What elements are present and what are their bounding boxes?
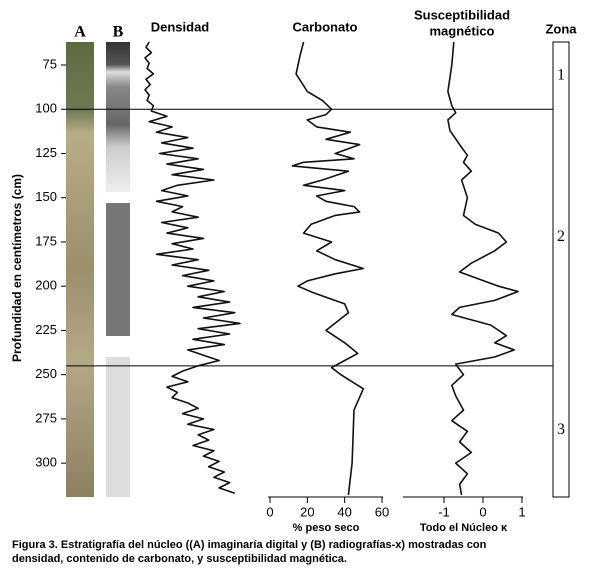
x-axis-label: % peso seco — [293, 522, 360, 534]
core-image-b — [106, 357, 130, 497]
data-line — [447, 41, 519, 496]
core-image-a — [66, 42, 94, 497]
x-tick-label: 20 — [300, 504, 314, 519]
core-b-label: B — [113, 24, 124, 41]
x-tick-label: -1 — [438, 504, 450, 519]
y-tick-label: 300 — [35, 455, 57, 470]
caption: Figura 3. Estratigrafía del núcleo ((A) … — [12, 539, 487, 551]
core-a-label: A — [74, 24, 86, 41]
y-tick-label: 125 — [35, 145, 57, 160]
core-image-b — [106, 203, 130, 336]
x-tick-label: 40 — [337, 504, 351, 519]
panel-title: Carbonato — [293, 19, 358, 34]
y-tick-label: 100 — [35, 101, 57, 116]
x-axis-label: Todo el Núcleo κ — [420, 522, 508, 534]
x-tick-label: 60 — [375, 504, 389, 519]
y-tick-label: 200 — [35, 278, 57, 293]
zone-label: 1 — [557, 66, 565, 83]
zone-box — [552, 41, 570, 498]
x-tick-label: 0 — [266, 504, 273, 519]
y-tick-label: 150 — [35, 189, 57, 204]
panel-title: Susceptibilidad — [414, 7, 510, 22]
caption: densidad, contenido de carbonato, y susc… — [12, 553, 347, 565]
core-image-b — [106, 42, 130, 192]
y-axis-label: Profundidad en centímetros (cm) — [10, 174, 24, 362]
x-tick-label: 0 — [479, 504, 486, 519]
data-line — [291, 41, 365, 496]
zone-label: 2 — [557, 228, 565, 245]
zone-label: 3 — [557, 421, 565, 438]
panel-subtitle: magnético — [429, 23, 494, 38]
x-tick-label: 1 — [518, 504, 525, 519]
y-tick-label: 175 — [35, 233, 57, 248]
y-tick-label: 225 — [35, 322, 57, 337]
y-tick-label: 75 — [43, 56, 57, 71]
data-line — [144, 41, 241, 494]
zone-title: Zona — [545, 21, 577, 36]
y-tick-label: 250 — [35, 366, 57, 381]
panel-title: Densidad — [151, 19, 210, 34]
y-tick-label: 275 — [35, 410, 57, 425]
